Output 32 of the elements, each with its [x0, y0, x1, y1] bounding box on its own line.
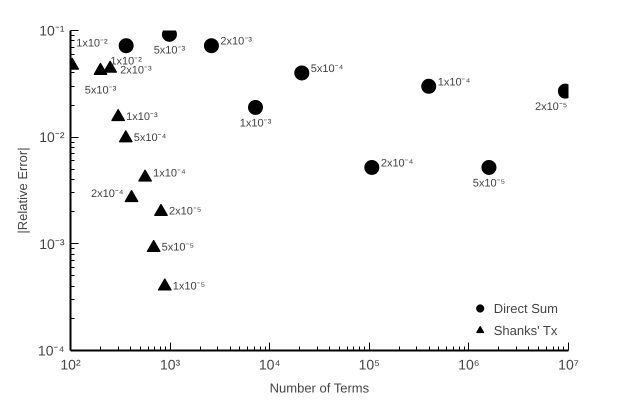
- annotation: 2x10⁻³: [220, 36, 252, 48]
- x-tick-label: 10³: [160, 356, 181, 372]
- x-tick-label: 10⁵: [358, 356, 380, 372]
- x-axis-title: Number of Terms: [270, 380, 370, 396]
- annotation: 5x10⁻³: [84, 84, 117, 97]
- annotation: 1x10⁻²: [76, 37, 108, 50]
- annotation: 5x10⁻⁵: [162, 242, 194, 254]
- y-tick-label: 10⁻¹: [39, 22, 65, 38]
- annotation: 2x10⁻⁵: [534, 101, 568, 114]
- y-axis-title: |Relative Error|: [14, 147, 30, 234]
- x-tick-label: 10⁴: [258, 356, 280, 372]
- annotation: 5x10⁻³: [154, 44, 186, 56]
- legend-label: Direct Sum: [494, 300, 558, 316]
- annotation: 5x10⁻⁴: [134, 132, 167, 144]
- y-tick-label: 10⁻⁴: [38, 342, 65, 358]
- annotation: 1x10⁻⁴: [438, 76, 471, 88]
- annotation: 5x10⁻⁵: [472, 177, 506, 190]
- x-tick-label: 10²: [60, 356, 81, 372]
- annotation: 1x10⁻⁴: [153, 167, 186, 180]
- legend-label: Shanks' Tx: [494, 322, 558, 338]
- y-tick-label: 10⁻²: [39, 129, 65, 146]
- annotation: 1x10⁻³: [240, 117, 272, 130]
- annotation: 1x10⁻³: [126, 110, 158, 123]
- annotation: 2x10⁻³: [120, 64, 152, 77]
- x-tick-label: 10⁶: [458, 356, 480, 372]
- annotation: 2x10⁻⁵: [168, 206, 202, 218]
- annotation: 1x10⁻⁵: [172, 280, 206, 292]
- annotation: 5x10⁻⁴: [310, 62, 344, 75]
- x-tick-label: 10⁷: [558, 356, 579, 372]
- annotation: 2x10⁻⁴: [90, 188, 124, 200]
- annotation: 2x10⁻⁴: [380, 157, 414, 170]
- y-tick-label: 10⁻³: [39, 236, 65, 252]
